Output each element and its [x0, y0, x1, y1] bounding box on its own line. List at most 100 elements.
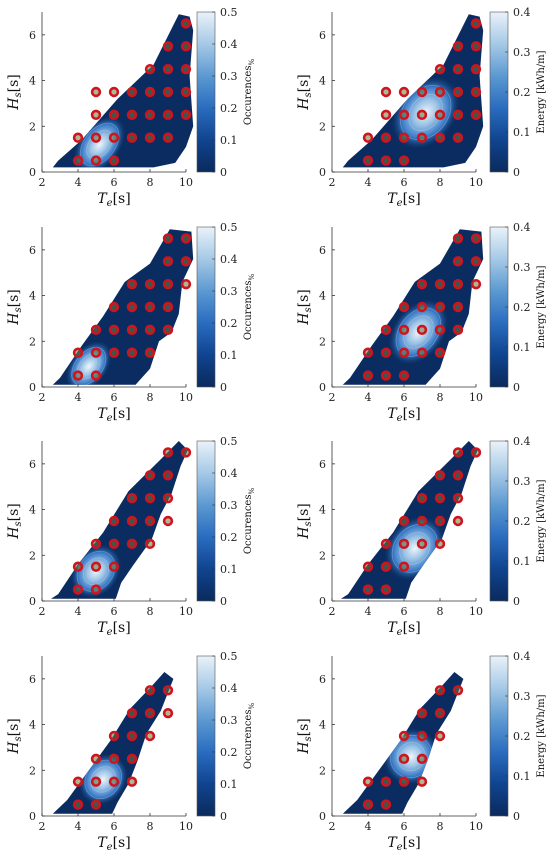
data-point-core [146, 540, 154, 548]
x-tick-label: 4 [365, 391, 372, 404]
data-point [90, 155, 102, 166]
y-axis-unit: [s] [6, 289, 22, 307]
y-tick-label: 2 [319, 764, 326, 777]
data-point [144, 86, 156, 98]
data-point [434, 109, 446, 121]
data-point [108, 155, 120, 166]
data-point [416, 753, 428, 765]
data-point-core [418, 494, 426, 502]
colorbar-label: Energy [kWh/m] [536, 265, 547, 348]
data-point [144, 301, 156, 313]
y-tick-label: 2 [319, 335, 326, 348]
y-axis-unit: [s] [296, 503, 312, 521]
data-point [126, 278, 138, 290]
data-point [416, 492, 428, 504]
x-axis-label: Te[s] [387, 406, 420, 424]
data-point-core [472, 280, 480, 288]
y-axis-unit: [s] [296, 718, 312, 736]
y-tick-label: 6 [29, 458, 36, 471]
data-point [144, 324, 156, 336]
contour-line [79, 122, 120, 167]
data-point-core [418, 349, 426, 357]
x-tick-label: 4 [75, 820, 82, 833]
data-point-core [364, 134, 372, 142]
data-point [416, 278, 428, 290]
contour-line [408, 94, 443, 132]
colorbar-tick-label: 0.4 [513, 221, 531, 234]
chart-panel: 2 4 6 8 100246Te[s]Hs[s]00.10.20.30.40.5Occu… [6, 6, 256, 209]
x-tick-label: 6 [401, 176, 408, 189]
data-point-core [382, 349, 390, 357]
data-point [398, 776, 410, 787]
data-point-core [436, 326, 444, 334]
x-tick-label: 10 [469, 176, 483, 189]
y-axis-symbol: H [296, 741, 312, 755]
x-tick-label: 10 [469, 391, 483, 404]
data-point [416, 538, 428, 550]
x-tick-label: 10 [469, 820, 483, 833]
data-point-core [110, 540, 118, 548]
data-point-core [146, 303, 154, 311]
colorbar-tick-label: 0.4 [220, 682, 238, 695]
y-tick-label: 0 [319, 810, 326, 823]
data-point-core [164, 65, 172, 73]
y-tick-label: 6 [319, 458, 326, 471]
x-axis-label: Te[s] [97, 620, 130, 638]
y-axis-subscript: s [13, 736, 24, 741]
data-point [434, 324, 446, 336]
data-point [434, 301, 446, 313]
data-point-core [164, 257, 172, 265]
data-point-core [454, 686, 462, 694]
data-point-core [146, 111, 154, 119]
data-point [180, 278, 192, 290]
colorbar-tick-label: 0.4 [220, 467, 238, 480]
data-point [144, 132, 156, 143]
data-point [470, 41, 482, 52]
colorbar-tick-label: 0.3 [513, 46, 531, 59]
data-point [144, 278, 156, 290]
data-point [126, 324, 138, 336]
data-point [452, 685, 464, 696]
x-tick-label: 10 [179, 820, 193, 833]
data-point [162, 86, 174, 98]
x-tick-label: 8 [147, 605, 154, 618]
data-point [90, 584, 102, 595]
data-point-core [182, 65, 190, 73]
y-axis-symbol: H [6, 526, 22, 540]
data-point [108, 132, 120, 143]
colorbar-label: Energy [kWh/m] [536, 694, 547, 777]
colorbar-tick-label: 0.1 [220, 349, 238, 362]
colorbar-label-text: Energy [kWh/m] [536, 265, 547, 348]
data-point-core [382, 800, 390, 809]
colorbar-tick-label: 0 [220, 381, 227, 394]
chart-panel: 2 4 6 8 100246Te[s]Hs[s]00.10.20.30.4Energy … [296, 6, 547, 209]
data-point [162, 685, 174, 696]
y-axis-symbol: H [6, 741, 22, 755]
data-point-core [164, 280, 172, 288]
data-point-core [436, 303, 444, 311]
data-point [398, 155, 410, 166]
y-tick-label: 4 [319, 719, 326, 732]
data-point [126, 538, 138, 550]
chart-panel: 2 4 6 8 100246Te[s]Hs[s]00.10.20.30.4Energy … [296, 650, 547, 853]
data-point [108, 776, 120, 787]
data-point [108, 324, 120, 336]
data-point [380, 370, 392, 381]
data-point [434, 470, 446, 481]
data-point [108, 347, 120, 358]
x-tick-label: 10 [179, 391, 193, 404]
data-point [398, 370, 410, 381]
data-point [180, 233, 192, 244]
colorbar-tick-label: 0.2 [220, 531, 238, 544]
data-point [470, 447, 482, 458]
x-tick-label: 2 [329, 605, 336, 618]
y-tick-label: 0 [319, 381, 326, 394]
data-point [162, 301, 174, 313]
data-point [144, 347, 156, 358]
colorbar-tick-label: 0.3 [220, 285, 238, 298]
y-axis-subscript: s [13, 92, 24, 97]
data-point [434, 707, 446, 719]
y-tick-label: 0 [319, 166, 326, 179]
y-axis-label: Hs[s] [296, 289, 314, 325]
data-point-core [436, 280, 444, 288]
